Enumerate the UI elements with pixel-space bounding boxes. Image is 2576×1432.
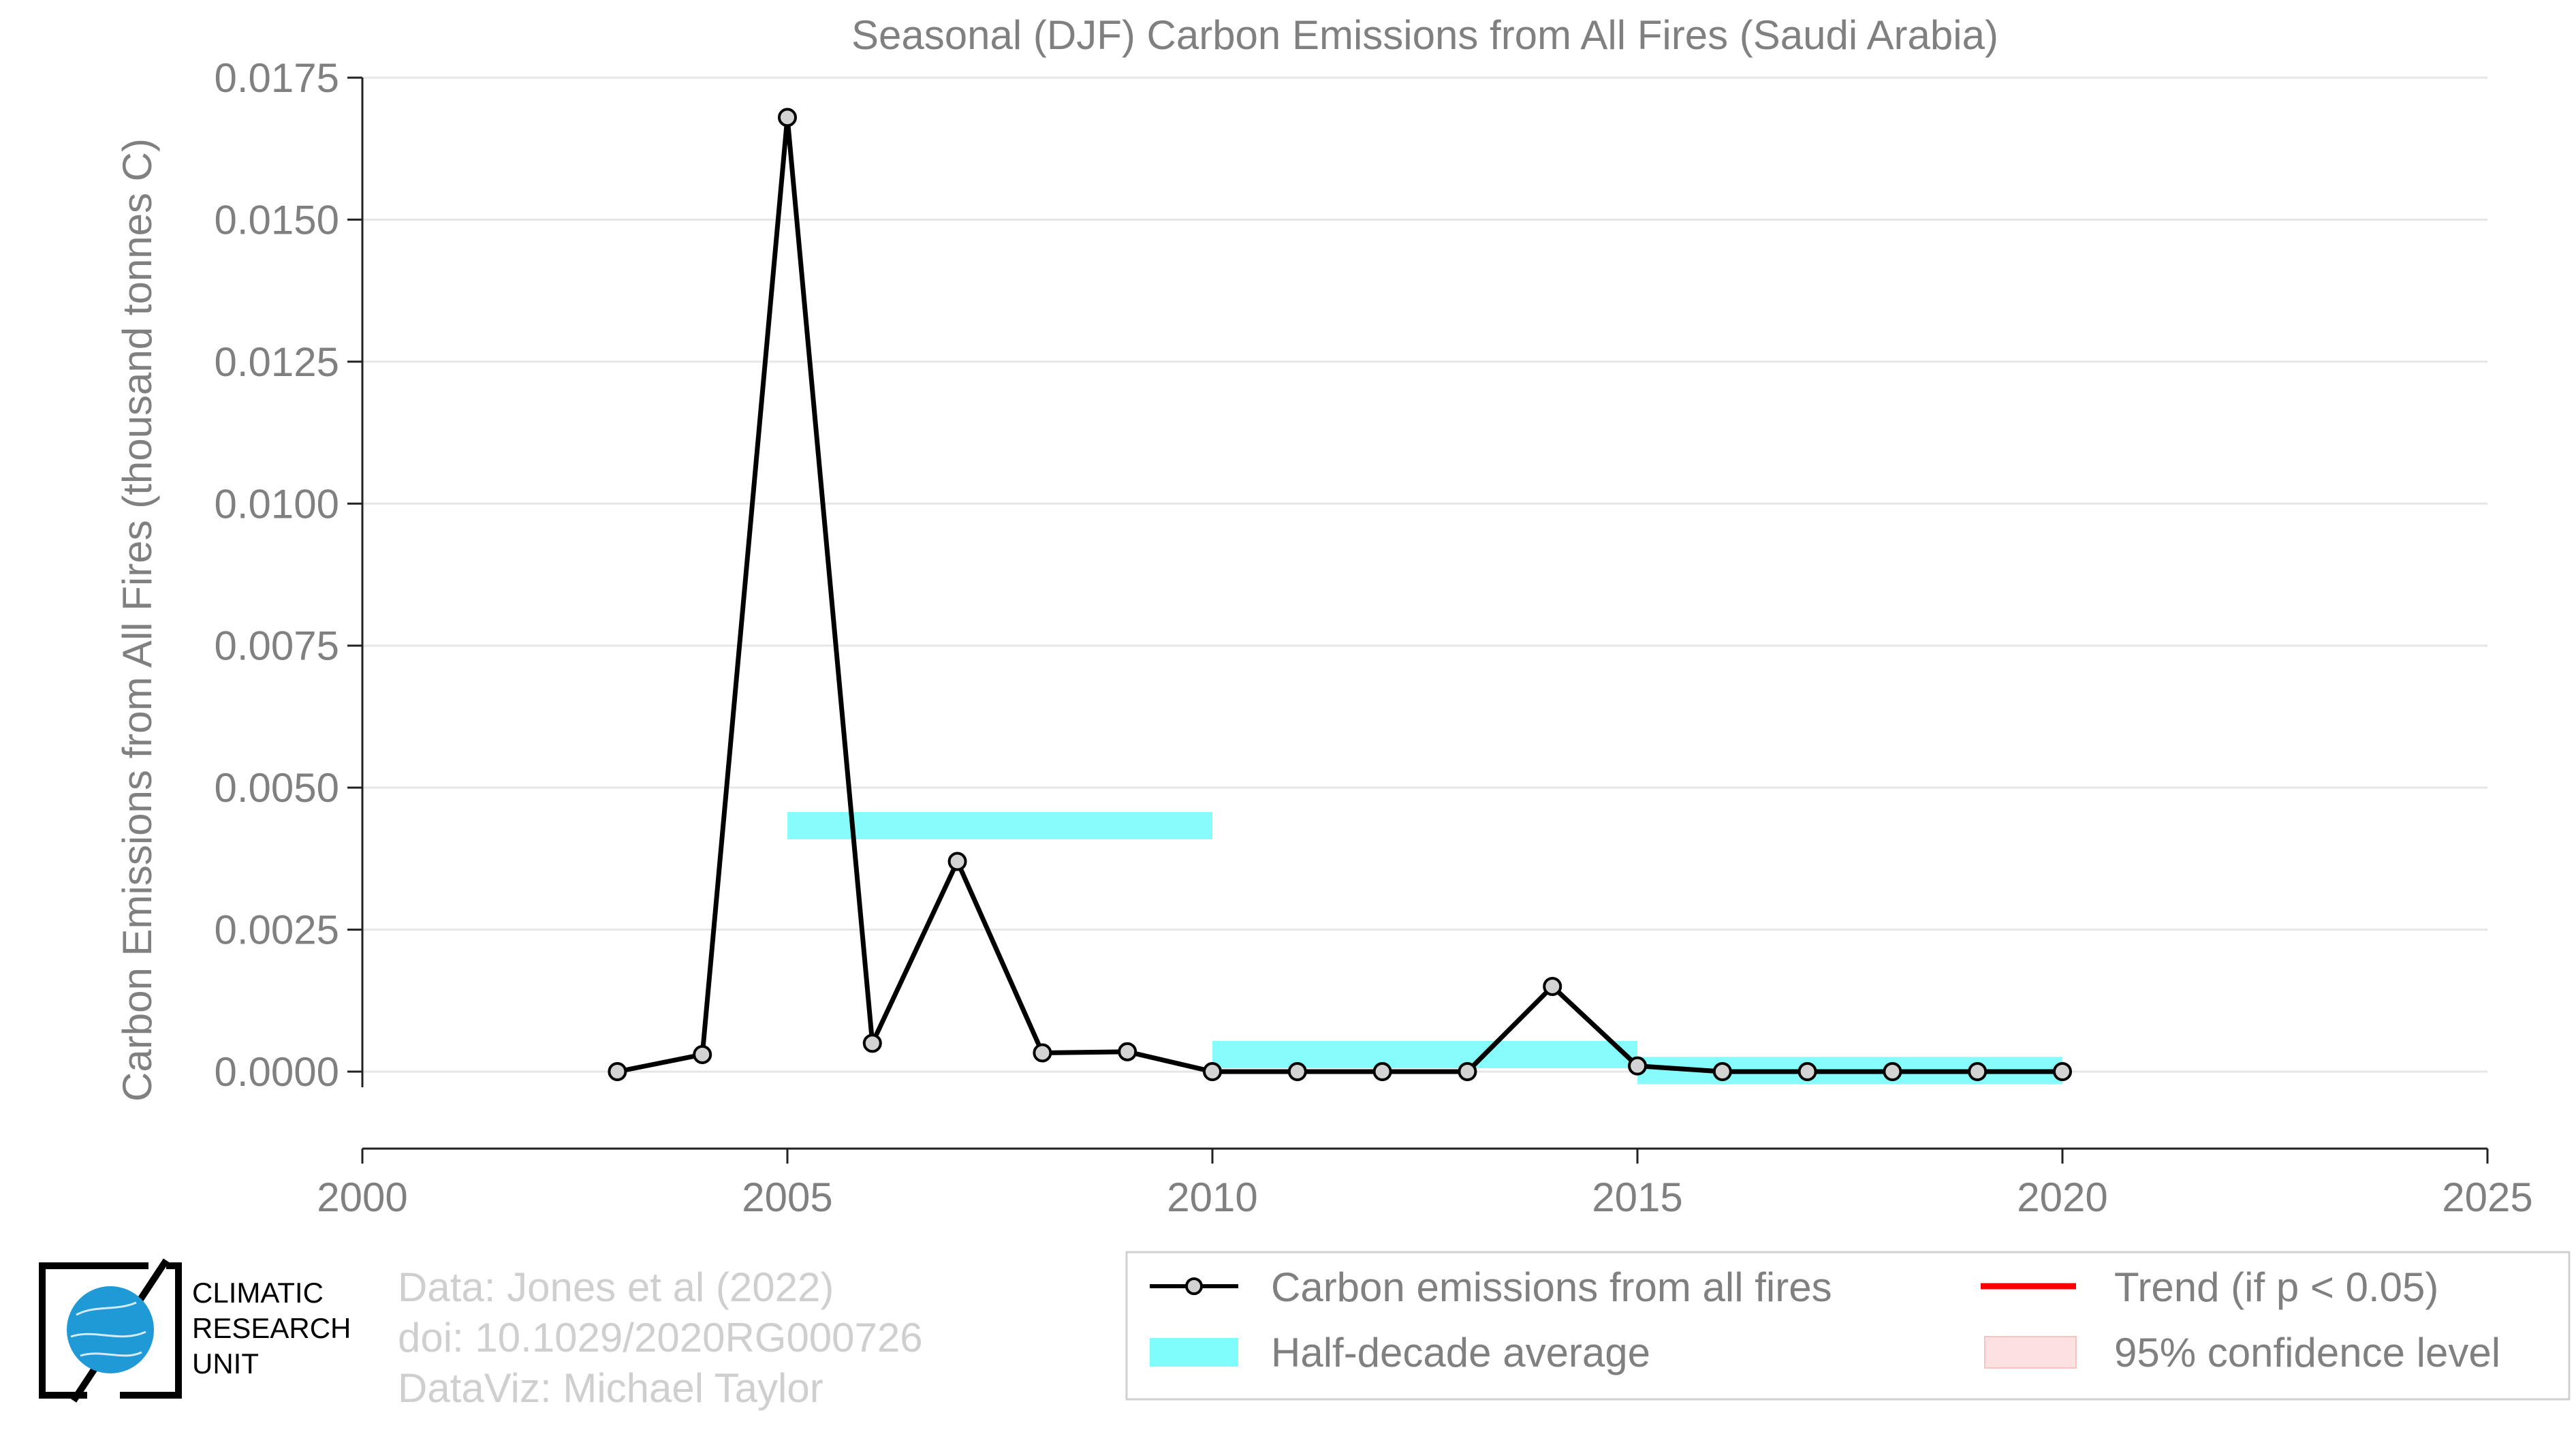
emissions-point <box>1712 1062 1732 1081</box>
legend-label-series: Carbon emissions from all fires <box>1271 1264 1832 1310</box>
logo-text-line-2: RESEARCH <box>192 1312 351 1344</box>
logo-frame-icon-right <box>120 1262 182 1399</box>
emissions-point <box>947 852 967 871</box>
emissions-point <box>1797 1062 1817 1081</box>
legend-label-half-decade: Half-decade average <box>1271 1330 1650 1375</box>
x-tick-label: 2010 <box>1167 1174 1257 1220</box>
emissions-point <box>608 1062 627 1081</box>
legend-label-trend: Trend (if p < 0.05) <box>2114 1264 2438 1310</box>
emissions-point <box>1543 976 1562 996</box>
legend-half-decade-swatch <box>1150 1338 1238 1367</box>
y-axis-label: Carbon Emissions from All Fires (thousan… <box>114 138 160 1102</box>
legend-label-confidence: 95% confidence level <box>2114 1330 2500 1375</box>
emissions-line <box>616 114 2062 1074</box>
emissions-point <box>1203 1062 1222 1081</box>
emissions-point <box>2053 1062 2072 1081</box>
credits: Data: Jones et al (2022) doi: 10.1029/20… <box>398 1264 923 1411</box>
y-tick-label: 0.0175 <box>214 55 339 101</box>
emissions-point <box>862 1033 882 1053</box>
globe-icon <box>67 1286 154 1373</box>
chart-title: Seasonal (DJF) Carbon Emissions from All… <box>851 12 1998 58</box>
x-tick-label: 2015 <box>1592 1174 1682 1220</box>
half-decade-average-bar <box>787 812 1212 840</box>
emissions-point <box>1372 1062 1392 1081</box>
emissions-point <box>778 108 797 127</box>
logo-text-line-3: UNIT <box>192 1348 259 1380</box>
logo-frame-icon <box>39 1262 148 1399</box>
credit-dataviz: DataViz: Michael Taylor <box>398 1365 823 1411</box>
y-tick-label: 0.0125 <box>214 339 339 385</box>
y-tick-label: 0.0000 <box>214 1049 339 1095</box>
x-tick-label: 2025 <box>2442 1174 2532 1220</box>
y-tick-label: 0.0075 <box>214 623 339 669</box>
emissions-point <box>1968 1062 1988 1081</box>
emissions-point <box>1033 1043 1052 1063</box>
globe-continent-icon <box>70 1301 146 1357</box>
legend-frame <box>1125 1251 2571 1401</box>
y-tick-label: 0.0100 <box>214 481 339 527</box>
x-tick-label: 2005 <box>742 1174 832 1220</box>
half-decade-average-bar <box>1212 1040 1637 1068</box>
emissions-point <box>1458 1062 1477 1081</box>
legend: Carbon emissions from all fires Half-dec… <box>1125 1251 2571 1401</box>
emissions-point <box>1118 1042 1137 1061</box>
cru-logo: CLIMATIC RESEARCH UNIT <box>39 1258 351 1403</box>
logo-text-line-1: CLIMATIC <box>192 1277 324 1309</box>
credit-data: Data: Jones et al (2022) <box>398 1264 834 1310</box>
axes: 0.0000 0.0025 0.0050 0.0075 0.0100 0.0125 0.01… <box>214 55 2532 1220</box>
credit-doi: doi: 10.1029/2020RG000726 <box>398 1315 923 1360</box>
emissions-point <box>1287 1062 1307 1081</box>
legend-series-marker <box>1185 1277 1203 1295</box>
emissions-series <box>608 108 2072 1081</box>
emissions-point <box>693 1044 712 1064</box>
legend-confidence-swatch <box>1984 1336 2077 1369</box>
emissions-point <box>1883 1062 1902 1081</box>
emissions-point <box>1628 1056 1647 1076</box>
y-tick-label: 0.0150 <box>214 197 339 243</box>
x-tick-label: 2000 <box>317 1174 407 1220</box>
y-tick-label: 0.0025 <box>214 907 339 953</box>
y-tick-label: 0.0050 <box>214 765 339 811</box>
x-tick-label: 2020 <box>2017 1174 2107 1220</box>
half-decade-average-bands <box>787 812 2062 1085</box>
grid-lines <box>362 76 2487 1073</box>
